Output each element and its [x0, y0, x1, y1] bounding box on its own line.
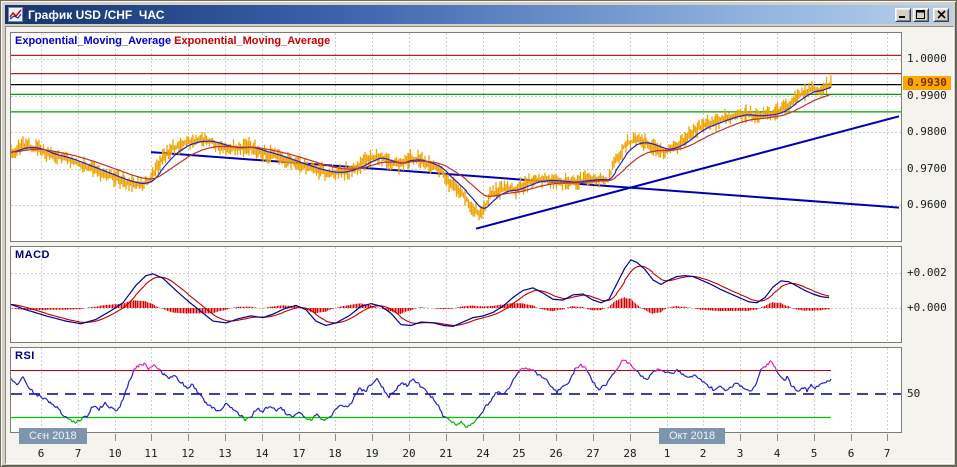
date-axis-label: 13	[218, 447, 232, 460]
date-axis-tick	[41, 434, 42, 441]
date-axis-tick	[188, 434, 189, 441]
trendline	[475, 115, 900, 230]
date-axis-tick	[78, 434, 79, 441]
macd-line	[11, 259, 830, 328]
maximize-icon	[916, 10, 925, 19]
rsi-panel[interactable]: RSI	[10, 347, 902, 433]
date-axis-tick	[225, 434, 226, 441]
date-axis-label: 4	[773, 447, 781, 460]
ema-fast-line	[11, 86, 832, 210]
date-axis-label: 7	[883, 447, 891, 460]
date-axis-tick	[667, 434, 668, 441]
date-axis-label: 5	[810, 447, 818, 460]
macd-panel-label: MACD	[15, 249, 50, 261]
date-axis-label: 14	[255, 447, 269, 460]
macd-histogram	[12, 297, 830, 314]
ema-slow-line	[11, 93, 832, 197]
date-axis-tick	[335, 434, 336, 441]
date-axis-tick	[519, 434, 520, 441]
rsi-axis-label: 50	[907, 387, 921, 400]
macd-axis-label: +0.000	[907, 301, 947, 314]
date-axis-tick	[372, 434, 373, 441]
rsi-chart-svg[interactable]	[11, 348, 901, 432]
day-gridlines	[41, 247, 888, 342]
date-axis-tick	[777, 434, 778, 441]
macd-panel[interactable]: MACD	[10, 246, 902, 343]
macd-axis-label: +0.002	[907, 266, 947, 279]
rsi-line	[11, 368, 832, 419]
date-axis-label: 12	[181, 447, 195, 460]
date-axis-label: 21	[439, 447, 453, 460]
date-axis-label: 28	[623, 447, 637, 460]
macd-signal-line	[11, 265, 830, 326]
candles	[11, 75, 832, 221]
rsi-line-overbought	[132, 359, 778, 372]
minimize-button[interactable]	[895, 7, 911, 22]
close-button[interactable]	[933, 7, 949, 22]
price-panel[interactable]: Exponential_Moving_Average Exponential_M…	[10, 32, 902, 242]
date-axis-label: 1	[663, 447, 671, 460]
indicator-legend: Exponential_Moving_Average Exponential_M…	[15, 35, 330, 47]
date-axis-label: 27	[586, 447, 600, 460]
date-axis-label: 17	[292, 447, 306, 460]
price-axis-label: 0.9800	[907, 125, 947, 138]
close-icon	[936, 10, 946, 19]
date-axis-label: 6	[847, 447, 855, 460]
price-chart-svg[interactable]	[11, 33, 901, 241]
date-axis-tick	[483, 434, 484, 441]
rsi-panel-label: RSI	[15, 350, 35, 362]
date-axis-tick	[887, 434, 888, 441]
date-axis-label: 3	[736, 447, 744, 460]
minimize-icon	[899, 16, 905, 18]
day-gridlines	[41, 348, 888, 432]
maximize-button[interactable]	[913, 7, 929, 22]
date-axis-label: 26	[549, 447, 563, 460]
date-axis-tick	[556, 434, 557, 441]
date-axis-tick	[593, 434, 594, 441]
month-badge-october: Окт 2018	[659, 428, 726, 444]
date-axis-tick	[814, 434, 815, 441]
date-axis-label: 7	[74, 447, 82, 460]
rsi-line-oversold	[67, 415, 478, 429]
date-axis-label: 19	[365, 447, 379, 460]
date-axis-label: 25	[512, 447, 526, 460]
date-axis-label: 6	[37, 447, 45, 460]
ema-slow-legend: Exponential_Moving_Average	[174, 35, 331, 47]
price-axis-label: 0.9700	[907, 162, 947, 175]
date-axis-tick	[446, 434, 447, 441]
current-price-badge: 0.9930	[903, 76, 951, 90]
window-title: График USD /CHF ЧАС	[28, 7, 165, 22]
date-axis-tick	[115, 434, 116, 441]
ema-fast-legend: Exponential_Moving_Average	[15, 35, 172, 47]
date-axis-tick	[262, 434, 263, 441]
date-axis-tick	[740, 434, 741, 441]
date-axis-tick	[630, 434, 631, 441]
date-axis-label: 18	[328, 447, 342, 460]
date-axis-tick	[703, 434, 704, 441]
window-controls	[893, 7, 949, 22]
price-axis-label: 0.9600	[907, 198, 947, 211]
date-axis-tick	[151, 434, 152, 441]
date-axis-label: 2	[699, 447, 707, 460]
chart-app-icon[interactable]	[8, 7, 23, 22]
date-axis-label: 11	[144, 447, 158, 460]
window-titlebar[interactable]: График USD /CHF ЧАС	[5, 5, 952, 24]
date-axis-tick	[851, 434, 852, 441]
date-axis-tick	[299, 434, 300, 441]
price-axis-label: 0.9900	[907, 89, 947, 102]
date-axis-label: 24	[476, 447, 490, 460]
price-axis-label: 1.0000	[907, 52, 947, 65]
month-badge-september: Сен 2018	[19, 428, 87, 444]
date-axis-label: 20	[402, 447, 416, 460]
date-axis-tick	[409, 434, 410, 441]
date-axis-label: 10	[108, 447, 122, 460]
day-gridlines	[41, 33, 888, 241]
macd-chart-svg[interactable]	[11, 247, 901, 342]
